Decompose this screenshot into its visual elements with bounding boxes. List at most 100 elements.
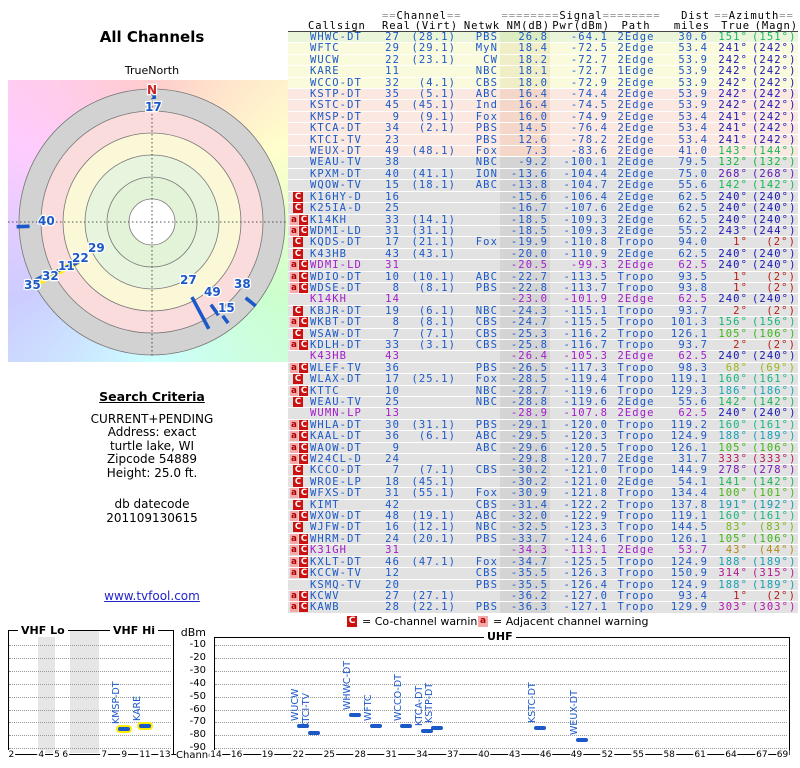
nm-db-cell: -32.0 bbox=[500, 510, 550, 523]
nm-db-cell: -16.7 bbox=[500, 202, 550, 215]
callsign-cell: KARE bbox=[308, 65, 382, 78]
magnetic-azimuth-cell: (142°) bbox=[750, 396, 798, 409]
callsign-cell: KCWV bbox=[308, 590, 382, 603]
co-channel-warning-icon: C bbox=[299, 488, 308, 499]
miles-cell: 31.7 bbox=[662, 453, 710, 466]
virtual-channel-cell bbox=[402, 202, 458, 215]
real-channel-cell: 7 bbox=[382, 464, 402, 477]
channel-marker bbox=[152, 94, 157, 100]
azimuth-polar-plot: 17 40 35 32 11 22 29 27 49 15 38 N bbox=[8, 80, 296, 362]
signal-table-body: WHWC-DT 27 (28.1) PBS 26.8 -64.1 2Edge 30.6 151°… bbox=[288, 31, 798, 614]
dbm-tick-label: -90 bbox=[189, 742, 206, 754]
search-criteria-line: Height: 25.0 ft. bbox=[106, 465, 198, 480]
search-criteria-line: CURRENT+PENDING bbox=[90, 411, 214, 426]
miles-cell: 55.6 bbox=[662, 396, 710, 409]
table-row: C KCCO-DT 7 (7.1) CBS -30.2 -121.0 Tropo 144.9 27… bbox=[288, 464, 798, 477]
warning-badges: C bbox=[288, 521, 308, 534]
channel-tick-label: 52 bbox=[600, 750, 615, 760]
power-dbm-cell: -113.1 bbox=[550, 544, 610, 557]
channel-tick-label: 55 bbox=[631, 750, 646, 760]
real-channel-cell: 43 bbox=[382, 248, 402, 261]
miles-cell: 62.5 bbox=[662, 214, 710, 226]
nm-db-cell: -28.9 bbox=[500, 407, 550, 420]
vhf-lo-label: VHF Lo bbox=[18, 624, 68, 637]
magnetic-azimuth-cell: (242°) bbox=[750, 65, 798, 78]
magnetic-azimuth-cell: (333°) bbox=[750, 453, 798, 466]
miles-cell: 55.2 bbox=[662, 225, 710, 238]
network-cell: CW bbox=[458, 54, 500, 67]
true-azimuth-cell: 68° bbox=[710, 362, 750, 375]
network-cell bbox=[458, 407, 500, 420]
network-cell bbox=[458, 191, 500, 204]
network-cell: PBS bbox=[458, 282, 500, 295]
path-cell: 2Edge bbox=[610, 476, 662, 489]
true-azimuth-cell: 43° bbox=[710, 544, 750, 557]
network-cell: CBS bbox=[458, 339, 500, 352]
path-cell: 2Edge bbox=[610, 259, 662, 272]
callsign-cell: K43HB bbox=[308, 350, 382, 363]
magnetic-azimuth-cell: (151°) bbox=[750, 31, 798, 44]
callsign-cell: K16HY-D bbox=[308, 191, 382, 204]
adjacent-channel-warning-icon: a bbox=[290, 317, 298, 328]
path-cell: Tropo bbox=[610, 419, 662, 432]
channel-tick-label: 43 bbox=[507, 750, 522, 760]
virtual-channel-cell: (9.1) bbox=[402, 111, 458, 124]
search-criteria-line: turtle lake, WI bbox=[109, 438, 195, 453]
magnetic-azimuth-cell: (242°) bbox=[750, 54, 798, 67]
channel-marker-label: 38 bbox=[234, 277, 251, 291]
nm-db-cell: -25.3 bbox=[500, 328, 550, 340]
power-dbm-cell: -113.7 bbox=[550, 282, 610, 295]
warning-badges bbox=[288, 31, 308, 44]
magnetic-azimuth-cell: (44°) bbox=[750, 544, 798, 557]
real-channel-cell: 16 bbox=[382, 191, 402, 204]
warning-badges: C bbox=[288, 236, 308, 249]
callsign-cell: KSTP-DT bbox=[308, 88, 382, 101]
path-cell: Tropo bbox=[610, 282, 662, 295]
nm-db-cell: -29.1 bbox=[500, 419, 550, 432]
network-cell: CBS bbox=[458, 499, 500, 512]
adjacent-channel-warning-icon: a bbox=[290, 431, 298, 442]
nm-db-cell: -25.8 bbox=[500, 339, 550, 352]
nm-db-cell: -26.4 bbox=[500, 350, 550, 363]
network-cell: NBC bbox=[458, 385, 500, 398]
channel-tick-label: 11 bbox=[138, 750, 152, 760]
path-cell: 2Edge bbox=[610, 122, 662, 135]
callsign-cell: WEAU-TV bbox=[308, 396, 382, 409]
adjacent-channel-warning-icon: a bbox=[290, 568, 298, 579]
callsign-cell: WDSE-DT bbox=[308, 282, 382, 295]
virtual-channel-cell: (23.1) bbox=[402, 54, 458, 67]
table-row: WEUX-DT 49 (48.1) Fox 7.3 -83.6 2Edge 41.0 143°(… bbox=[288, 145, 798, 158]
column-header: miles bbox=[662, 20, 710, 32]
real-channel-cell: 45 bbox=[382, 99, 402, 112]
power-dbm-cell: -121.0 bbox=[550, 464, 610, 477]
co-channel-warning-icon: C bbox=[299, 511, 308, 522]
magnetic-azimuth-cell: (189°) bbox=[750, 556, 798, 569]
adjacent-channel-warning-icon: a bbox=[290, 282, 298, 293]
network-cell: NBC bbox=[458, 156, 500, 169]
miles-cell: 53.9 bbox=[662, 99, 710, 112]
power-dbm-cell: -117.3 bbox=[550, 362, 610, 375]
table-row: WUCW 22 (23.1) CW 18.2 -72.7 2Edge 53.9 242° (242… bbox=[288, 54, 798, 67]
real-channel-cell: 23 bbox=[382, 134, 402, 147]
channel-marker bbox=[54, 266, 64, 275]
callsign-cell: K14KH bbox=[308, 214, 382, 226]
network-cell: ION bbox=[458, 168, 500, 181]
dbm-tick-label: -30 bbox=[189, 664, 206, 676]
callsign-cell: WEUX-DT bbox=[308, 145, 382, 158]
power-dbm-cell: -99.3 bbox=[550, 259, 610, 272]
nm-db-cell: 18.2 bbox=[500, 54, 550, 67]
network-cell: CBS bbox=[458, 77, 500, 90]
network-cell: ABC bbox=[458, 510, 500, 523]
network-cell: PBS bbox=[458, 134, 500, 147]
tvfool-link[interactable]: www.tvfool.com bbox=[104, 589, 200, 603]
warning-badges bbox=[288, 99, 308, 112]
network-cell bbox=[458, 248, 500, 261]
magnetic-azimuth-cell: (240°) bbox=[750, 214, 798, 226]
search-criteria-heading: Search Criteria bbox=[99, 389, 205, 404]
callsign-cell: WFTC bbox=[308, 42, 382, 55]
adjacent-channel-warning-icon: a bbox=[290, 419, 298, 430]
